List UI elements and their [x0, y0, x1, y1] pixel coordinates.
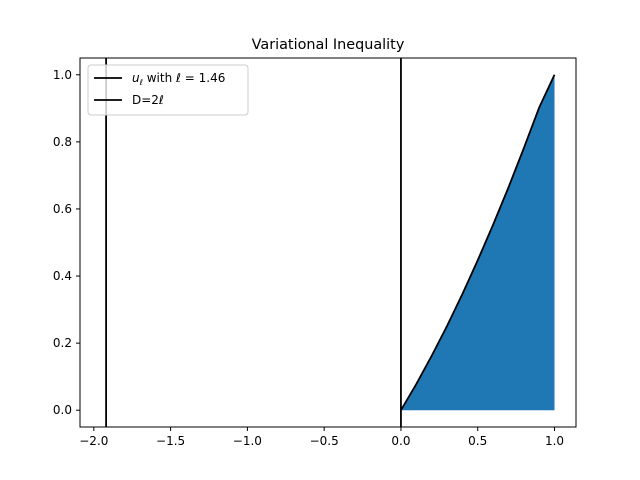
legend-label-d: D=2ℓ	[132, 93, 164, 107]
y-tick-label: 0.2	[53, 336, 72, 350]
x-tick-label: 0.5	[468, 434, 487, 448]
legend-label-u-ell: uℓ with ℓ = 1.46	[132, 71, 225, 87]
series-line-u-ell	[400, 74, 556, 411]
y-tick-label: 1.0	[53, 68, 72, 82]
chart-title: Variational Inequality	[252, 37, 405, 53]
axes-frame	[79, 57, 577, 428]
legend-box	[87, 64, 249, 116]
x-tick-label: −1.5	[156, 434, 185, 448]
x-tick-label: 0.0	[391, 434, 410, 448]
y-tick-label: 0.8	[53, 135, 72, 149]
y-tick-label: 0.6	[53, 202, 72, 216]
x-tick-label: −1.0	[233, 434, 262, 448]
plot-area: −2.0 −1.5 −1.0 −0.5 0.0 0.5 1.0 0.0 0.2 0.4 0.6 0.8…	[53, 57, 577, 448]
y-tick-label: 0.4	[53, 269, 72, 283]
x-tick-label: 1.0	[545, 434, 564, 448]
x-tick-label: −0.5	[310, 434, 339, 448]
fill-region	[400, 74, 555, 411]
legend: uℓ with ℓ = 1.46 D=2ℓ	[87, 64, 249, 116]
y-tick-label: 0.0	[53, 403, 72, 417]
x-tick-label: −2.0	[79, 434, 108, 448]
